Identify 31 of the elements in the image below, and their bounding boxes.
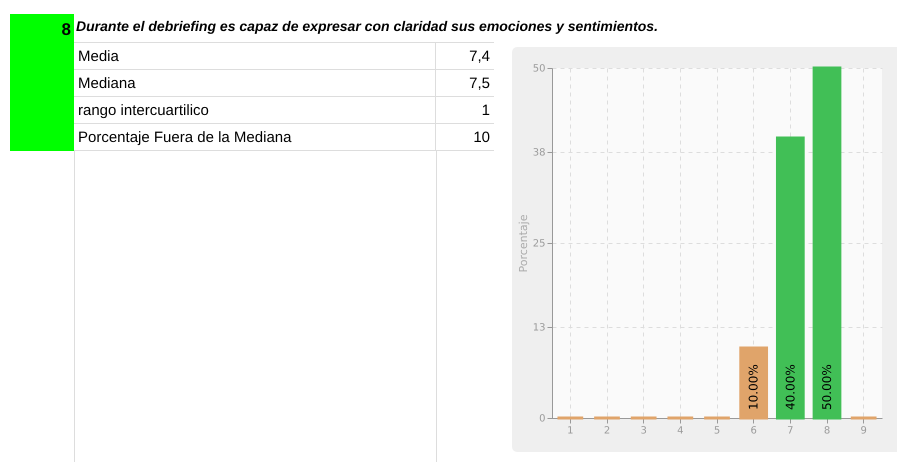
y-axis-title: Porcentaje (516, 214, 530, 272)
x-tick-label: 6 (750, 426, 757, 436)
text: Porcentaje Fuera de la Mediana (74, 124, 436, 150)
bar (776, 136, 805, 420)
y-tick-label: 0 (539, 414, 546, 424)
text: rango intercuartilico (74, 96, 436, 124)
x-tick-label: 8 (824, 426, 830, 436)
text: 7,5 (436, 70, 494, 96)
text: Media (74, 42, 436, 70)
x-tick-label: 4 (677, 426, 684, 436)
y-tick-label: 50 (532, 64, 546, 74)
x-tick-label: 5 (714, 426, 720, 436)
text: Mediana (74, 70, 436, 96)
y-tick-label: 25 (532, 238, 546, 250)
bar (739, 346, 768, 420)
y-tick-label: 13 (532, 322, 546, 334)
data-label: 10.00% (746, 364, 761, 410)
data-label: 40.00% (783, 364, 798, 410)
text: 8 (10, 14, 74, 151)
text: 1 (436, 96, 494, 124)
x-tick-label: 3 (640, 426, 647, 436)
x-tick-label: 1 (567, 426, 574, 436)
text: 7,4 (436, 42, 494, 70)
y-tick-label: 38 (532, 148, 546, 158)
x-tick-label: 2 (604, 426, 610, 436)
x-tick-label: 9 (860, 426, 867, 436)
data-label: 50.00% (820, 364, 834, 410)
text: 10 (436, 124, 494, 150)
x-tick-label: 7 (787, 426, 794, 436)
bar (812, 66, 842, 420)
text: Durante el debriefing es capaz de expresar con claridad sus emociones y sentimientos. (76, 18, 658, 34)
